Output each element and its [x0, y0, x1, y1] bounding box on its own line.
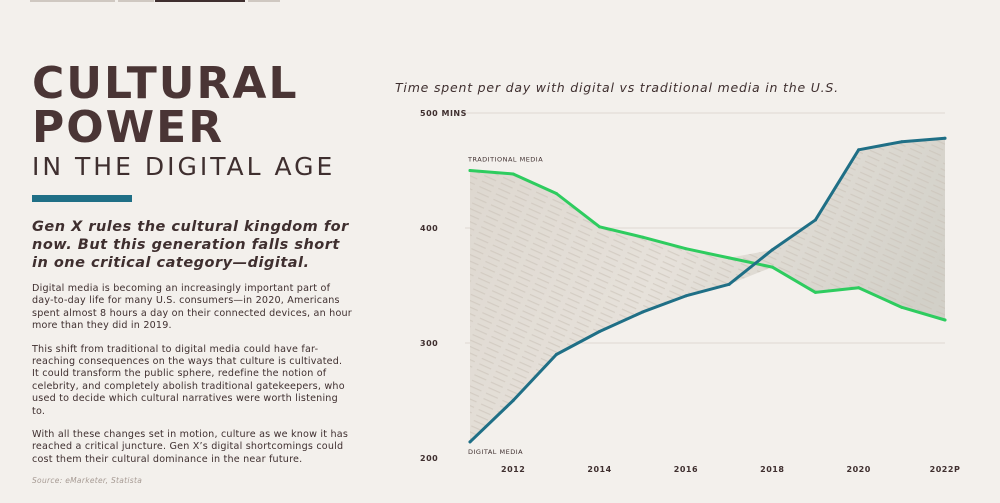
traditional-media-point	[598, 225, 602, 229]
page-subtitle: IN THE DIGITAL AGE	[32, 152, 336, 181]
body-paragraph: This shift from traditional to digital m…	[32, 343, 345, 417]
page-title: CULTURAL POWER	[32, 58, 299, 153]
traditional-media-point	[554, 192, 558, 195]
source-note: Source: eMarketer, Statista	[32, 476, 143, 486]
traditional-media-line	[468, 169, 947, 322]
y-tick-label: 400	[420, 224, 438, 233]
title-accent-bar	[32, 195, 132, 202]
x-tick-label: 2012	[501, 465, 525, 474]
digital-media-point	[857, 148, 861, 152]
digital-media-point	[641, 310, 645, 314]
digital-media-point	[943, 136, 947, 140]
x-tick-label: 2018	[760, 465, 784, 474]
digital-media-point	[813, 218, 817, 222]
digital-media-point	[554, 353, 558, 356]
body-paragraph: Digital media is becoming an increasingl…	[32, 283, 352, 332]
x-tick-label: 2022P	[930, 465, 960, 474]
nav-segment-active[interactable]	[155, 0, 245, 2]
digital-media-point	[598, 330, 602, 333]
x-tick-label: 2020	[847, 465, 871, 474]
digital-media-point	[468, 440, 472, 444]
nav-segment[interactable]	[248, 0, 280, 2]
series-label-digital: DIGITAL MEDIA	[468, 448, 523, 456]
traditional-media-point	[857, 286, 861, 290]
article-column: CULTURAL POWER IN THE DIGITAL AGE Gen X …	[32, 62, 352, 485]
line-chart: 500 MINS 400 300 200 2012 2014 2016 2018 2020 202…	[420, 109, 960, 474]
digital-media-point	[727, 282, 731, 286]
y-tick-label: 200	[420, 454, 438, 463]
series-label-traditional: TRADITIONAL MEDIA	[467, 156, 543, 164]
traditional-media-point	[684, 247, 688, 251]
digital-media-point	[684, 294, 688, 298]
digital-media-line	[468, 136, 947, 444]
digital-media-point	[511, 399, 515, 402]
traditional-media-point	[770, 265, 774, 269]
nav-segment[interactable]	[30, 0, 115, 2]
lead-text: Gen X rules the cultural kingdom for now…	[32, 219, 349, 271]
x-tick-label: 2016	[674, 465, 698, 474]
y-tick-label: 300	[420, 339, 438, 348]
y-tick-label: 500 MINS	[420, 109, 467, 118]
traditional-media-point	[900, 305, 904, 309]
traditional-media-point	[727, 256, 731, 260]
nav-segment[interactable]	[118, 0, 154, 2]
x-tick-label: 2014	[587, 465, 611, 474]
traditional-media-point	[943, 318, 947, 322]
digital-media-point	[770, 248, 774, 252]
traditional-media-point	[641, 235, 645, 239]
traditional-media-point	[468, 169, 472, 172]
traditional-media-point	[813, 290, 817, 294]
body-paragraph: With all these changes set in motion, cu…	[32, 429, 349, 465]
chart-title: Time spent per day with digital vs tradi…	[395, 80, 839, 95]
top-nav-indicator	[30, 0, 280, 2]
digital-media-point	[900, 140, 904, 144]
traditional-media-point	[511, 172, 515, 176]
